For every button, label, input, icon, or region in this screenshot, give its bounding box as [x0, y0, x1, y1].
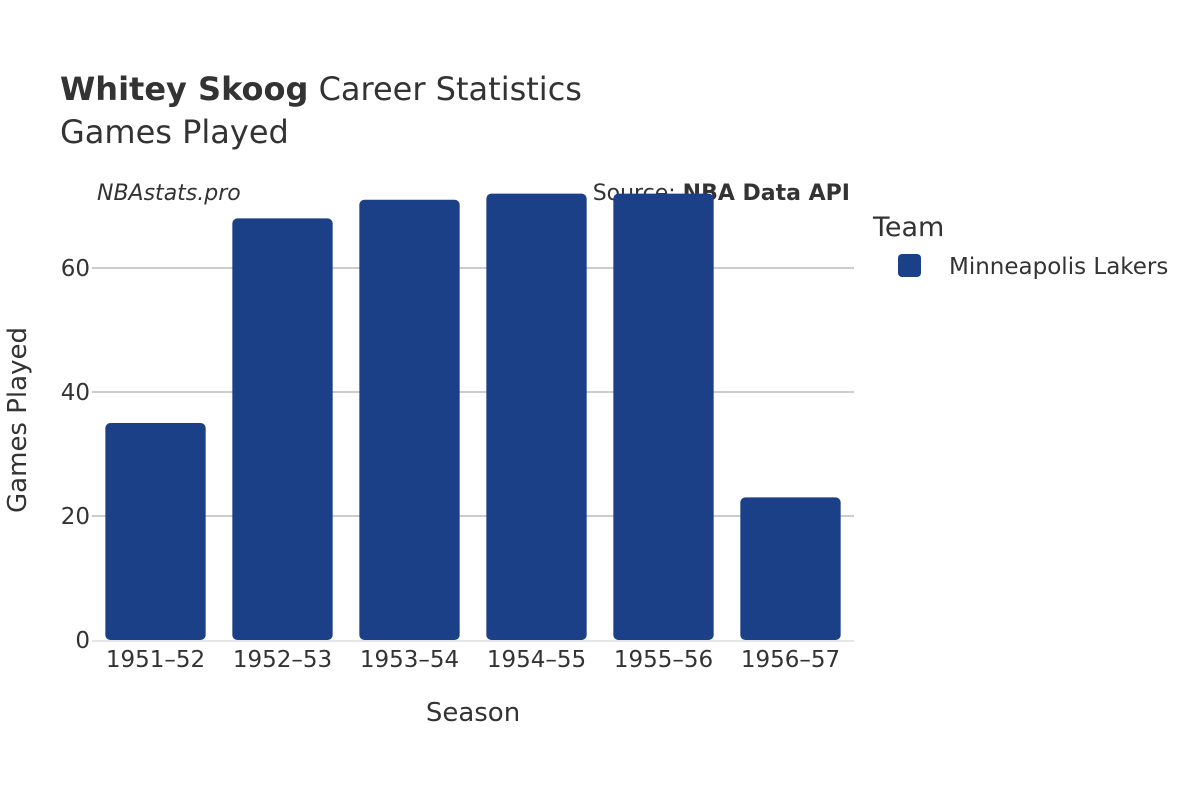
- bar-1953–54: [359, 199, 460, 641]
- x-tick-label: 1952–53: [233, 647, 332, 673]
- y-tick-label: 40: [61, 380, 90, 406]
- y-tick-label: 60: [61, 256, 90, 282]
- watermark: NBAstats.pro: [97, 181, 241, 206]
- legend: Team Minneapolis Lakers: [872, 212, 1168, 280]
- bar-1954–55: [486, 193, 587, 640]
- chart-title-player: Whitey Skoog: [60, 70, 308, 108]
- grid-lines: [92, 267, 854, 517]
- chart-title: Whitey Skoog Career Statistics: [60, 70, 582, 108]
- y-axis-label: Games Played: [3, 327, 33, 513]
- x-axis-label: Season: [426, 698, 520, 728]
- x-tick-label: 1953–54: [360, 647, 459, 673]
- bars: [105, 193, 841, 641]
- x-tick-label: 1955–56: [614, 647, 713, 673]
- bar-1952–53: [232, 218, 333, 640]
- x-tick-label: 1956–57: [741, 647, 840, 673]
- legend-label-minneapolis-lakers: Minneapolis Lakers: [949, 254, 1168, 280]
- bar-1956–57: [740, 497, 841, 640]
- x-tick-label: 1954–55: [487, 647, 586, 673]
- x-tick-label: 1951–52: [106, 647, 205, 673]
- legend-swatch-minneapolis-lakers: [898, 254, 921, 277]
- y-tick-labels: 0 20 40 60: [61, 256, 90, 654]
- chart-subtitle: Games Played: [60, 113, 289, 151]
- bar-1955–56: [613, 193, 714, 640]
- x-tick-labels: 1951–52 1952–53 1953–54 1954–55 1955–56 1956–…: [106, 647, 840, 673]
- y-tick-label: 20: [61, 504, 90, 530]
- chart-title-rest: Career Statistics: [308, 70, 582, 108]
- bar-1951–52: [105, 423, 206, 640]
- legend-title: Team: [872, 212, 944, 243]
- y-tick-label: 0: [75, 628, 90, 654]
